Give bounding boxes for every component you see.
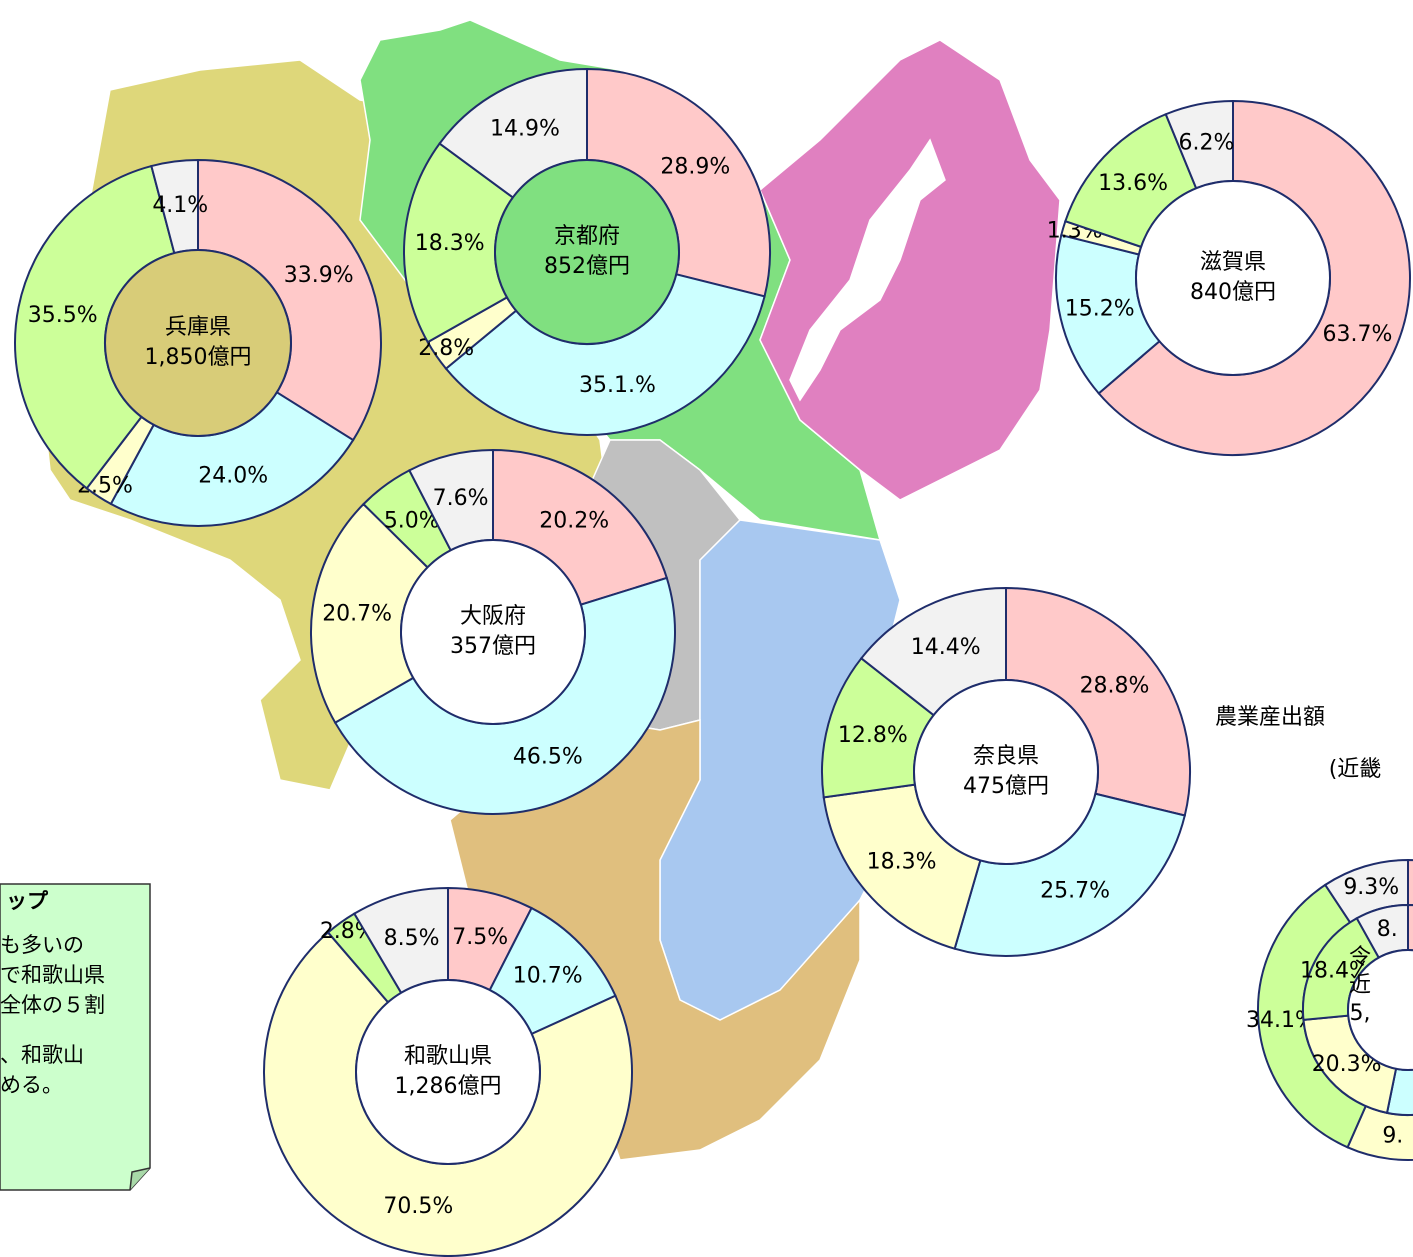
data-label: 20.2% — [539, 509, 609, 534]
donut-hole — [1135, 180, 1331, 376]
data-label: 8.5% — [384, 926, 440, 951]
note-line: で和歌山県 — [0, 963, 105, 987]
data-label: 24.0% — [198, 463, 268, 488]
donut-title: 大阪府 — [460, 604, 526, 629]
donut-hole — [355, 979, 541, 1165]
donut-title: 奈良県 — [973, 744, 1039, 769]
donut-subtitle: 852億円 — [544, 254, 630, 279]
data-label: 9.3% — [1343, 875, 1399, 900]
data-label: 6.2% — [1179, 131, 1235, 156]
donut-subtitle: 357億円 — [450, 634, 536, 659]
donut-title: 京都府 — [554, 224, 620, 249]
data-label: 8. — [1377, 917, 1398, 942]
center-text: 5, — [1350, 1001, 1371, 1026]
data-label: 18.3% — [415, 231, 485, 256]
donut-hole — [104, 249, 292, 437]
donut-hole — [494, 159, 680, 345]
data-label: 25.7% — [1040, 878, 1110, 903]
lake-biwa — [789, 138, 946, 402]
data-label: 4.1% — [152, 193, 208, 218]
data-label: 12.8% — [838, 723, 908, 748]
chart-subtitle: (近畿 — [1329, 757, 1382, 782]
donut-title: 和歌山県 — [404, 1044, 492, 1069]
chart-title: 農業産出額 — [1215, 705, 1325, 730]
note-line: 全体の５割 — [0, 993, 105, 1017]
donut-title: 滋賀県 — [1200, 250, 1266, 275]
data-label: 14.9% — [490, 116, 560, 141]
data-label: 35.5% — [28, 303, 98, 328]
data-label: 46.5% — [513, 745, 583, 770]
note-line: ップ — [6, 889, 49, 913]
donut-hole — [400, 539, 586, 725]
note-line: 、和歌山 — [0, 1043, 84, 1067]
data-label: 63.7% — [1323, 322, 1393, 347]
donut-segment — [1385, 1067, 1413, 1116]
data-label: 70.5% — [383, 1194, 453, 1219]
data-label: 13.6% — [1098, 171, 1168, 196]
donut-segment — [1407, 858, 1413, 907]
data-label: 35.1.% — [579, 373, 656, 398]
data-label: 10.7% — [513, 964, 583, 989]
region-shiga — [759, 39, 1061, 501]
note-line: める。 — [0, 1073, 63, 1097]
donut-hole — [1347, 949, 1413, 1071]
donut-title: 兵庫県 — [165, 315, 231, 340]
donut-subtitle: 1,286億円 — [395, 1074, 502, 1099]
note-fold — [129, 1167, 151, 1191]
data-label: 20.7% — [322, 601, 392, 626]
donut-subtitle: 475億円 — [963, 774, 1049, 799]
donut-subtitle: 1,850億円 — [145, 345, 252, 370]
data-label: 7.5% — [452, 925, 508, 950]
data-label: 33.9% — [284, 263, 354, 288]
donut-hole — [913, 679, 1099, 865]
data-label: 9. — [1382, 1124, 1403, 1149]
data-label: 28.9% — [660, 154, 730, 179]
note — [0, 883, 151, 1191]
donut-subtitle: 840億円 — [1190, 280, 1276, 305]
center-text: 近 — [1349, 973, 1371, 998]
data-label: 7.6% — [433, 486, 489, 511]
data-label: 28.8% — [1080, 674, 1150, 699]
donut-segment — [1407, 903, 1413, 952]
note-box — [0, 883, 151, 1191]
note-line: も多いの — [0, 933, 84, 957]
data-label: 14.4% — [911, 635, 981, 660]
data-label: 18.3% — [867, 849, 937, 874]
data-label: 15.2% — [1065, 297, 1135, 322]
center-text: 令 — [1349, 945, 1371, 970]
